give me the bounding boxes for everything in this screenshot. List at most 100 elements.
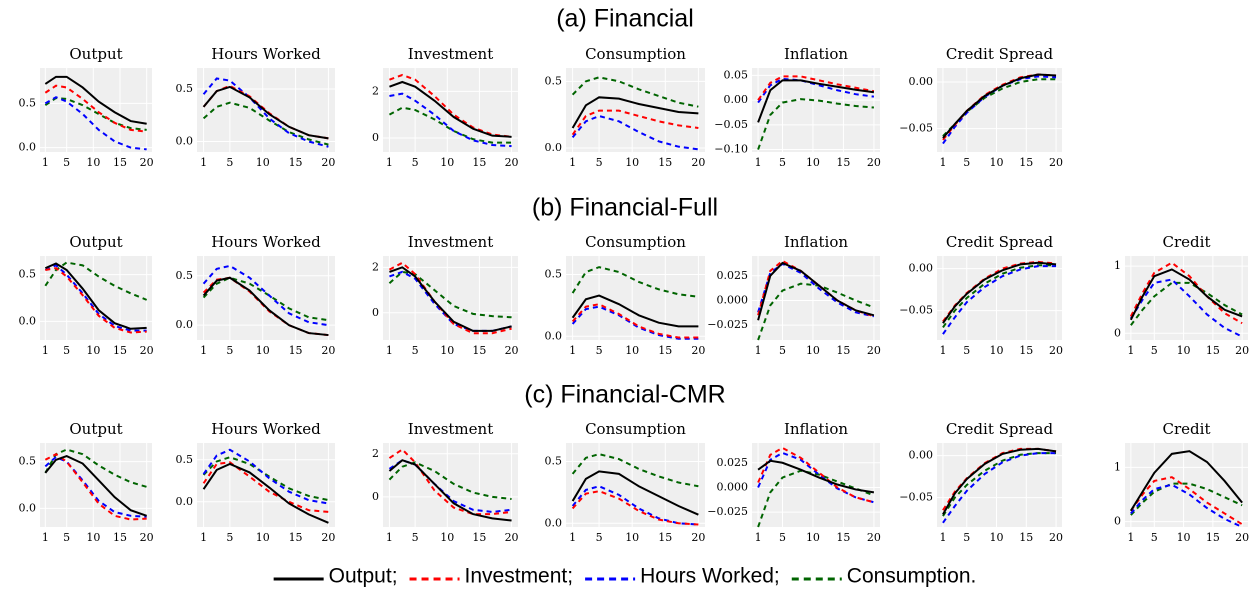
y-tick-label: 0.5 bbox=[19, 268, 37, 281]
series-line bbox=[1130, 482, 1243, 516]
x-tick-label: 5 bbox=[963, 531, 970, 544]
x-tick-label: 10 bbox=[990, 531, 1004, 544]
x-tick-label: 20 bbox=[1049, 156, 1063, 169]
plot-area bbox=[752, 68, 880, 152]
y-tick-label: 0 bbox=[372, 131, 379, 144]
series-line bbox=[571, 114, 699, 151]
plot-area bbox=[383, 68, 518, 152]
x-tick-label: 15 bbox=[1019, 156, 1033, 169]
x-tick-label: 20 bbox=[505, 531, 519, 544]
y-tick-label: 1 bbox=[1114, 460, 1121, 473]
x-tick-label: 15 bbox=[658, 531, 672, 544]
y-tick-label: 0.0 bbox=[19, 501, 37, 514]
x-tick-label: 5 bbox=[412, 156, 419, 169]
x-tick-label: 5 bbox=[63, 531, 70, 544]
x-tick-label: 20 bbox=[505, 156, 519, 169]
x-tick-label: 5 bbox=[963, 344, 970, 357]
x-tick-label: 5 bbox=[226, 531, 233, 544]
panel-title: Credit Spread bbox=[946, 45, 1054, 63]
x-tick-label: 5 bbox=[779, 344, 786, 357]
y-tick-label: 0 bbox=[372, 306, 379, 319]
x-tick-label: 1 bbox=[200, 156, 207, 169]
x-tick-label: 10 bbox=[990, 156, 1004, 169]
series-line bbox=[1129, 268, 1243, 321]
series-line bbox=[1130, 278, 1243, 338]
series-line bbox=[571, 485, 699, 526]
series-line bbox=[757, 261, 875, 321]
y-tick-label: −0.05 bbox=[899, 304, 933, 317]
x-tick-label: 15 bbox=[472, 156, 486, 169]
series-line bbox=[942, 452, 1057, 524]
x-tick-label: 20 bbox=[321, 531, 335, 544]
x-tick-label: 15 bbox=[836, 344, 850, 357]
y-tick-label: 0.0 bbox=[176, 318, 194, 331]
x-tick-label: 20 bbox=[1049, 531, 1063, 544]
x-tick-label: 10 bbox=[625, 344, 639, 357]
section-title: (c) Financial-CMR bbox=[524, 381, 725, 409]
plot-area bbox=[197, 256, 335, 340]
x-tick-label: 15 bbox=[289, 344, 303, 357]
x-tick-label: 20 bbox=[691, 531, 705, 544]
panel-title: Investment bbox=[408, 45, 493, 63]
y-tick-label: 0.5 bbox=[545, 74, 563, 87]
series-line bbox=[389, 92, 512, 148]
panel-title: Consumption bbox=[585, 45, 686, 63]
series-line bbox=[1130, 476, 1243, 526]
series-line bbox=[44, 75, 147, 125]
series-line bbox=[388, 461, 512, 500]
y-tick-label: −0.025 bbox=[707, 505, 748, 518]
x-tick-label: 1 bbox=[569, 344, 576, 357]
x-tick-label: 5 bbox=[596, 156, 603, 169]
x-tick-label: 20 bbox=[691, 156, 705, 169]
x-tick-label: 5 bbox=[963, 156, 970, 169]
y-tick-label: 0.000 bbox=[717, 480, 749, 493]
series-line bbox=[202, 461, 329, 513]
series-line bbox=[202, 462, 329, 524]
plot-area bbox=[752, 256, 880, 340]
x-tick-label: 15 bbox=[658, 156, 672, 169]
y-tick-label: 0.0 bbox=[19, 141, 37, 154]
x-tick-label: 15 bbox=[1206, 531, 1220, 544]
x-tick-label: 10 bbox=[1177, 531, 1191, 544]
y-tick-label: 2 bbox=[372, 84, 379, 97]
x-tick-label: 5 bbox=[226, 344, 233, 357]
x-tick-label: 5 bbox=[63, 344, 70, 357]
series-line bbox=[44, 96, 147, 151]
plot-area bbox=[937, 256, 1062, 340]
x-tick-label: 10 bbox=[806, 344, 820, 357]
y-tick-label: 0.5 bbox=[176, 269, 194, 282]
series-line bbox=[44, 455, 147, 518]
x-tick-label: 15 bbox=[113, 344, 127, 357]
series-line bbox=[388, 459, 512, 513]
y-tick-label: −0.10 bbox=[714, 143, 748, 156]
x-tick-label: 1 bbox=[1127, 344, 1134, 357]
panel-title: Credit Spread bbox=[946, 420, 1054, 438]
y-tick-label: 0.0 bbox=[545, 141, 563, 154]
y-tick-label: 0.5 bbox=[176, 453, 194, 466]
plot-area bbox=[40, 256, 152, 340]
y-tick-label: 0.00 bbox=[909, 262, 934, 275]
x-tick-label: 10 bbox=[256, 344, 270, 357]
plot-area bbox=[937, 68, 1062, 152]
series-line bbox=[942, 261, 1057, 324]
series-line bbox=[44, 264, 147, 332]
y-tick-label: 2 bbox=[372, 447, 379, 460]
series-line bbox=[571, 96, 699, 129]
y-tick-label: 0.0 bbox=[545, 516, 563, 529]
x-tick-label: 1 bbox=[42, 156, 49, 169]
y-tick-label: −0.05 bbox=[714, 118, 748, 131]
y-tick-label: 0.5 bbox=[19, 96, 37, 109]
x-tick-label: 15 bbox=[472, 531, 486, 544]
x-tick-label: 1 bbox=[386, 344, 393, 357]
legend-label: Output; bbox=[329, 565, 398, 588]
series-line bbox=[44, 97, 147, 131]
x-tick-label: 10 bbox=[86, 156, 100, 169]
x-tick-label: 1 bbox=[1127, 531, 1134, 544]
plot-area bbox=[937, 443, 1062, 527]
x-tick-label: 15 bbox=[113, 156, 127, 169]
x-tick-label: 10 bbox=[625, 156, 639, 169]
y-tick-label: 0.0 bbox=[176, 135, 194, 148]
y-tick-label: 0.00 bbox=[909, 75, 934, 88]
y-tick-label: −0.025 bbox=[707, 318, 748, 331]
series-line bbox=[942, 447, 1057, 515]
